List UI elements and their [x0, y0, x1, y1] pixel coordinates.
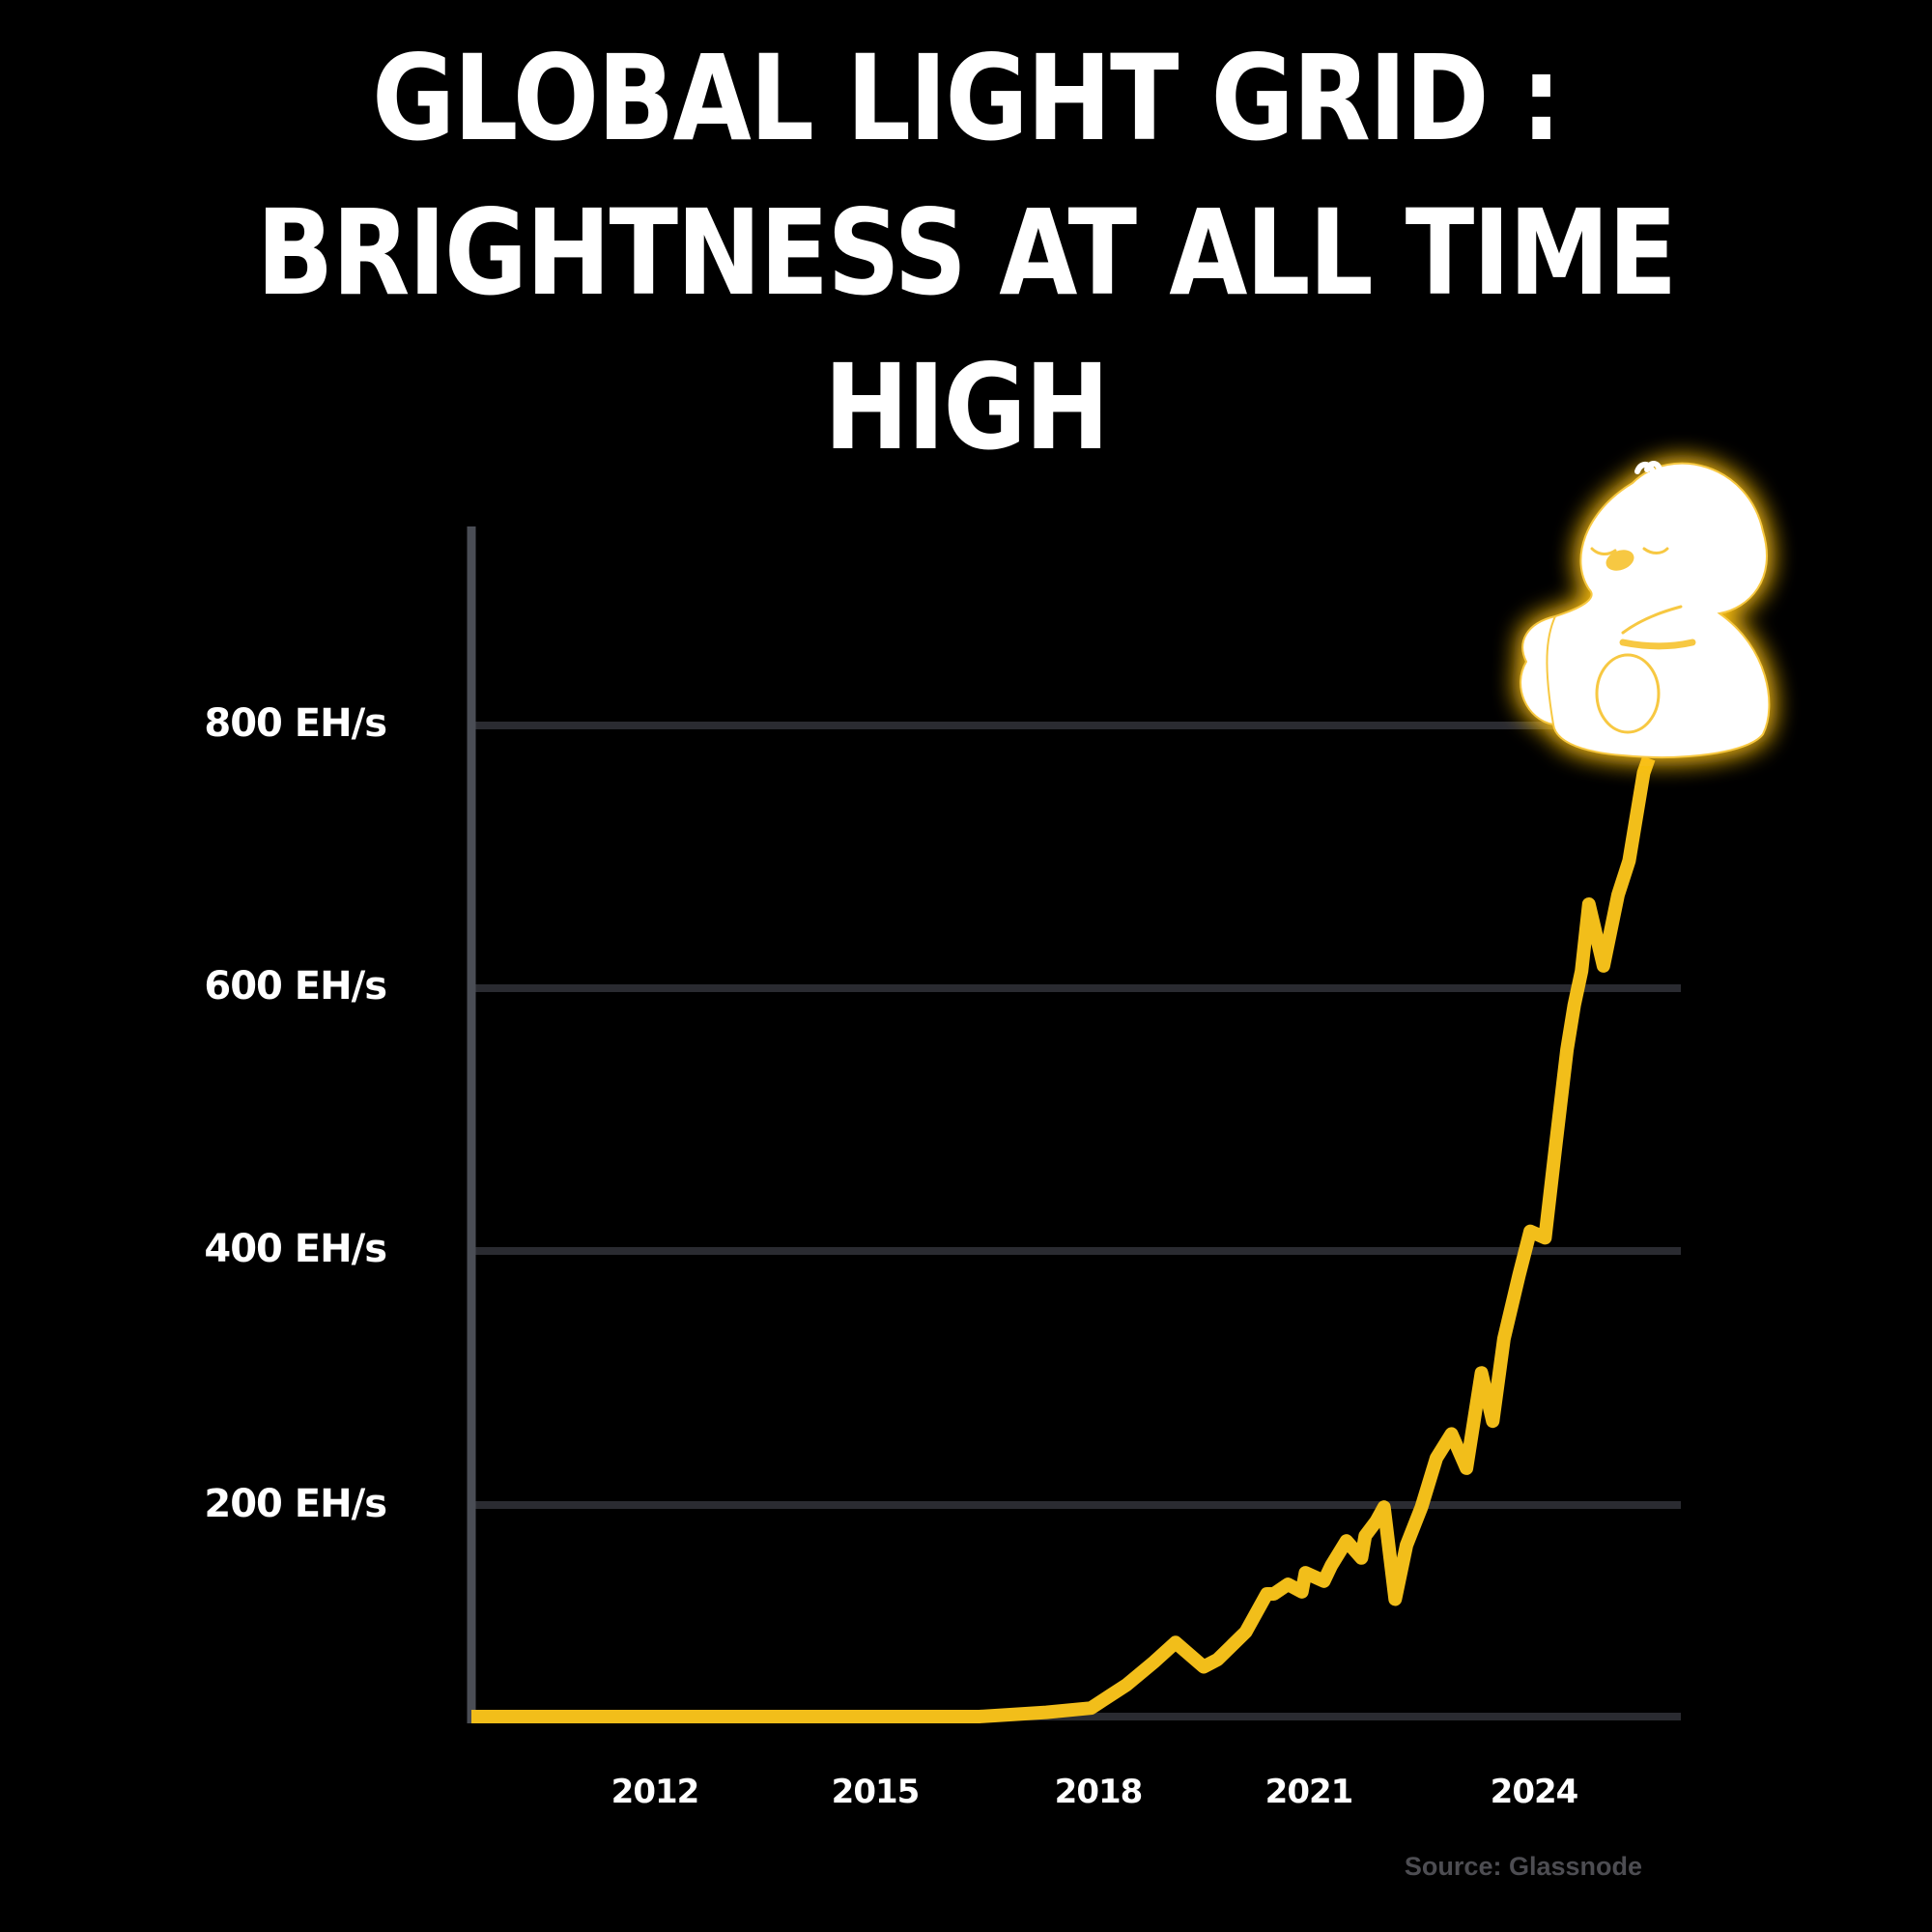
source-credit: Source: Glassnode	[1404, 1852, 1642, 1881]
y-tick-label-200: 200 EH/s	[204, 1482, 387, 1526]
title-line-2: BRIGHTNESS AT ALL TIME	[256, 185, 1677, 322]
x-tick-label-2012: 2012	[611, 1773, 700, 1811]
y-tick-label-600: 600 EH/s	[204, 964, 387, 1009]
x-tick-label-2015: 2015	[831, 1773, 921, 1811]
gridlines	[475, 722, 1681, 1720]
title-line-1: GLOBAL LIGHT GRID :	[372, 30, 1561, 167]
x-tick-label-2018: 2018	[1054, 1773, 1144, 1811]
y-tick-label-400: 400 EH/s	[204, 1227, 387, 1271]
hashrate-line	[471, 755, 1656, 1723]
chick-mascot-icon	[1520, 461, 1771, 758]
x-tick-label-2021: 2021	[1264, 1773, 1354, 1811]
chart-title: GLOBAL LIGHT GRID : BRIGHTNESS AT ALL TI…	[135, 21, 1797, 485]
x-tick-label-2024: 2024	[1490, 1773, 1579, 1811]
y-tick-label-800: 800 EH/s	[204, 701, 387, 746]
title-line-3: HIGH	[824, 339, 1110, 476]
